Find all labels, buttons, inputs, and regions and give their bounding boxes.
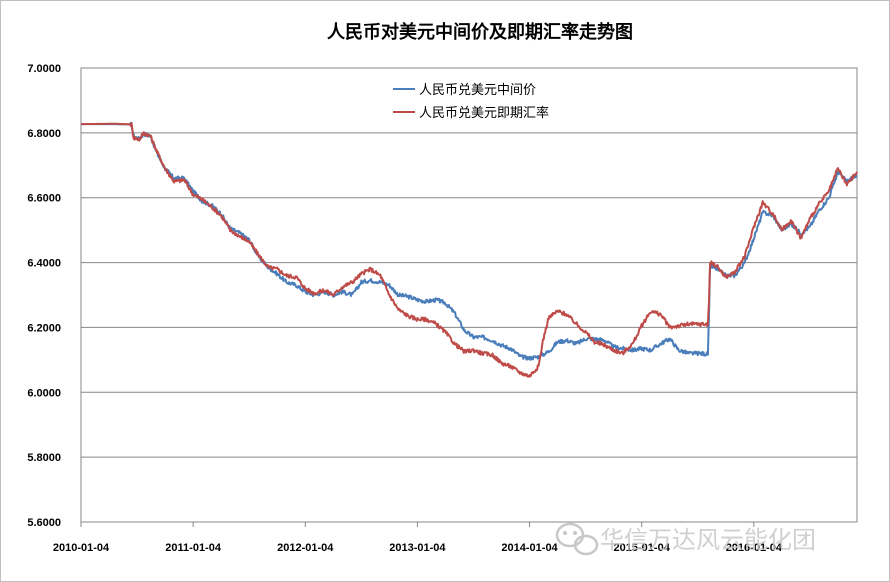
y-tick-label: 7.0000 [27,63,61,75]
axes [80,67,858,527]
legend-label: 人民币兑美元中间价 [419,83,536,98]
series-line-0 [80,121,858,361]
x-tick-label: 2014-01-04 [501,542,558,554]
y-tick-label: 6.2000 [27,322,61,334]
x-tick-label: 2012-01-04 [277,542,334,554]
x-tick-label: 2011-01-04 [165,542,222,554]
series-lines [80,121,858,378]
x-axis-labels: 2010-01-04 2011-01-04 2012-01-04 2013-01-04… [53,542,783,554]
series-line-1 [80,122,858,378]
y-tick-label: 6.4000 [27,258,61,270]
y-tick-label: 6.6000 [27,193,61,205]
plot-area-border [80,67,858,523]
y-tick-label: 6.0000 [27,387,61,399]
gridlines [81,132,857,458]
y-tick-label: 5.6000 [27,517,61,529]
wechat-icon [555,522,599,556]
x-tick-label: 2015-01-04 [614,542,671,554]
legend-label: 人民币兑美元即期汇率 [419,105,549,121]
y-axis-labels: 7.0000 6.8000 6.6000 6.4000 6.2000 6.0000 5.80… [27,63,61,529]
x-tick-label: 2016-01-04 [726,542,783,554]
x-tick-label: 2013-01-04 [389,542,446,554]
watermark: 华信万达风云能化团 [555,522,816,556]
y-tick-label: 5.8000 [27,452,61,464]
y-tick-label: 6.8000 [27,128,61,140]
watermark-text: 华信万达风云能化团 [600,526,816,554]
x-tick-label: 2010-01-04 [53,542,110,554]
chart-title: 人民币对美元中间价及即期汇率走势图 [327,21,633,43]
